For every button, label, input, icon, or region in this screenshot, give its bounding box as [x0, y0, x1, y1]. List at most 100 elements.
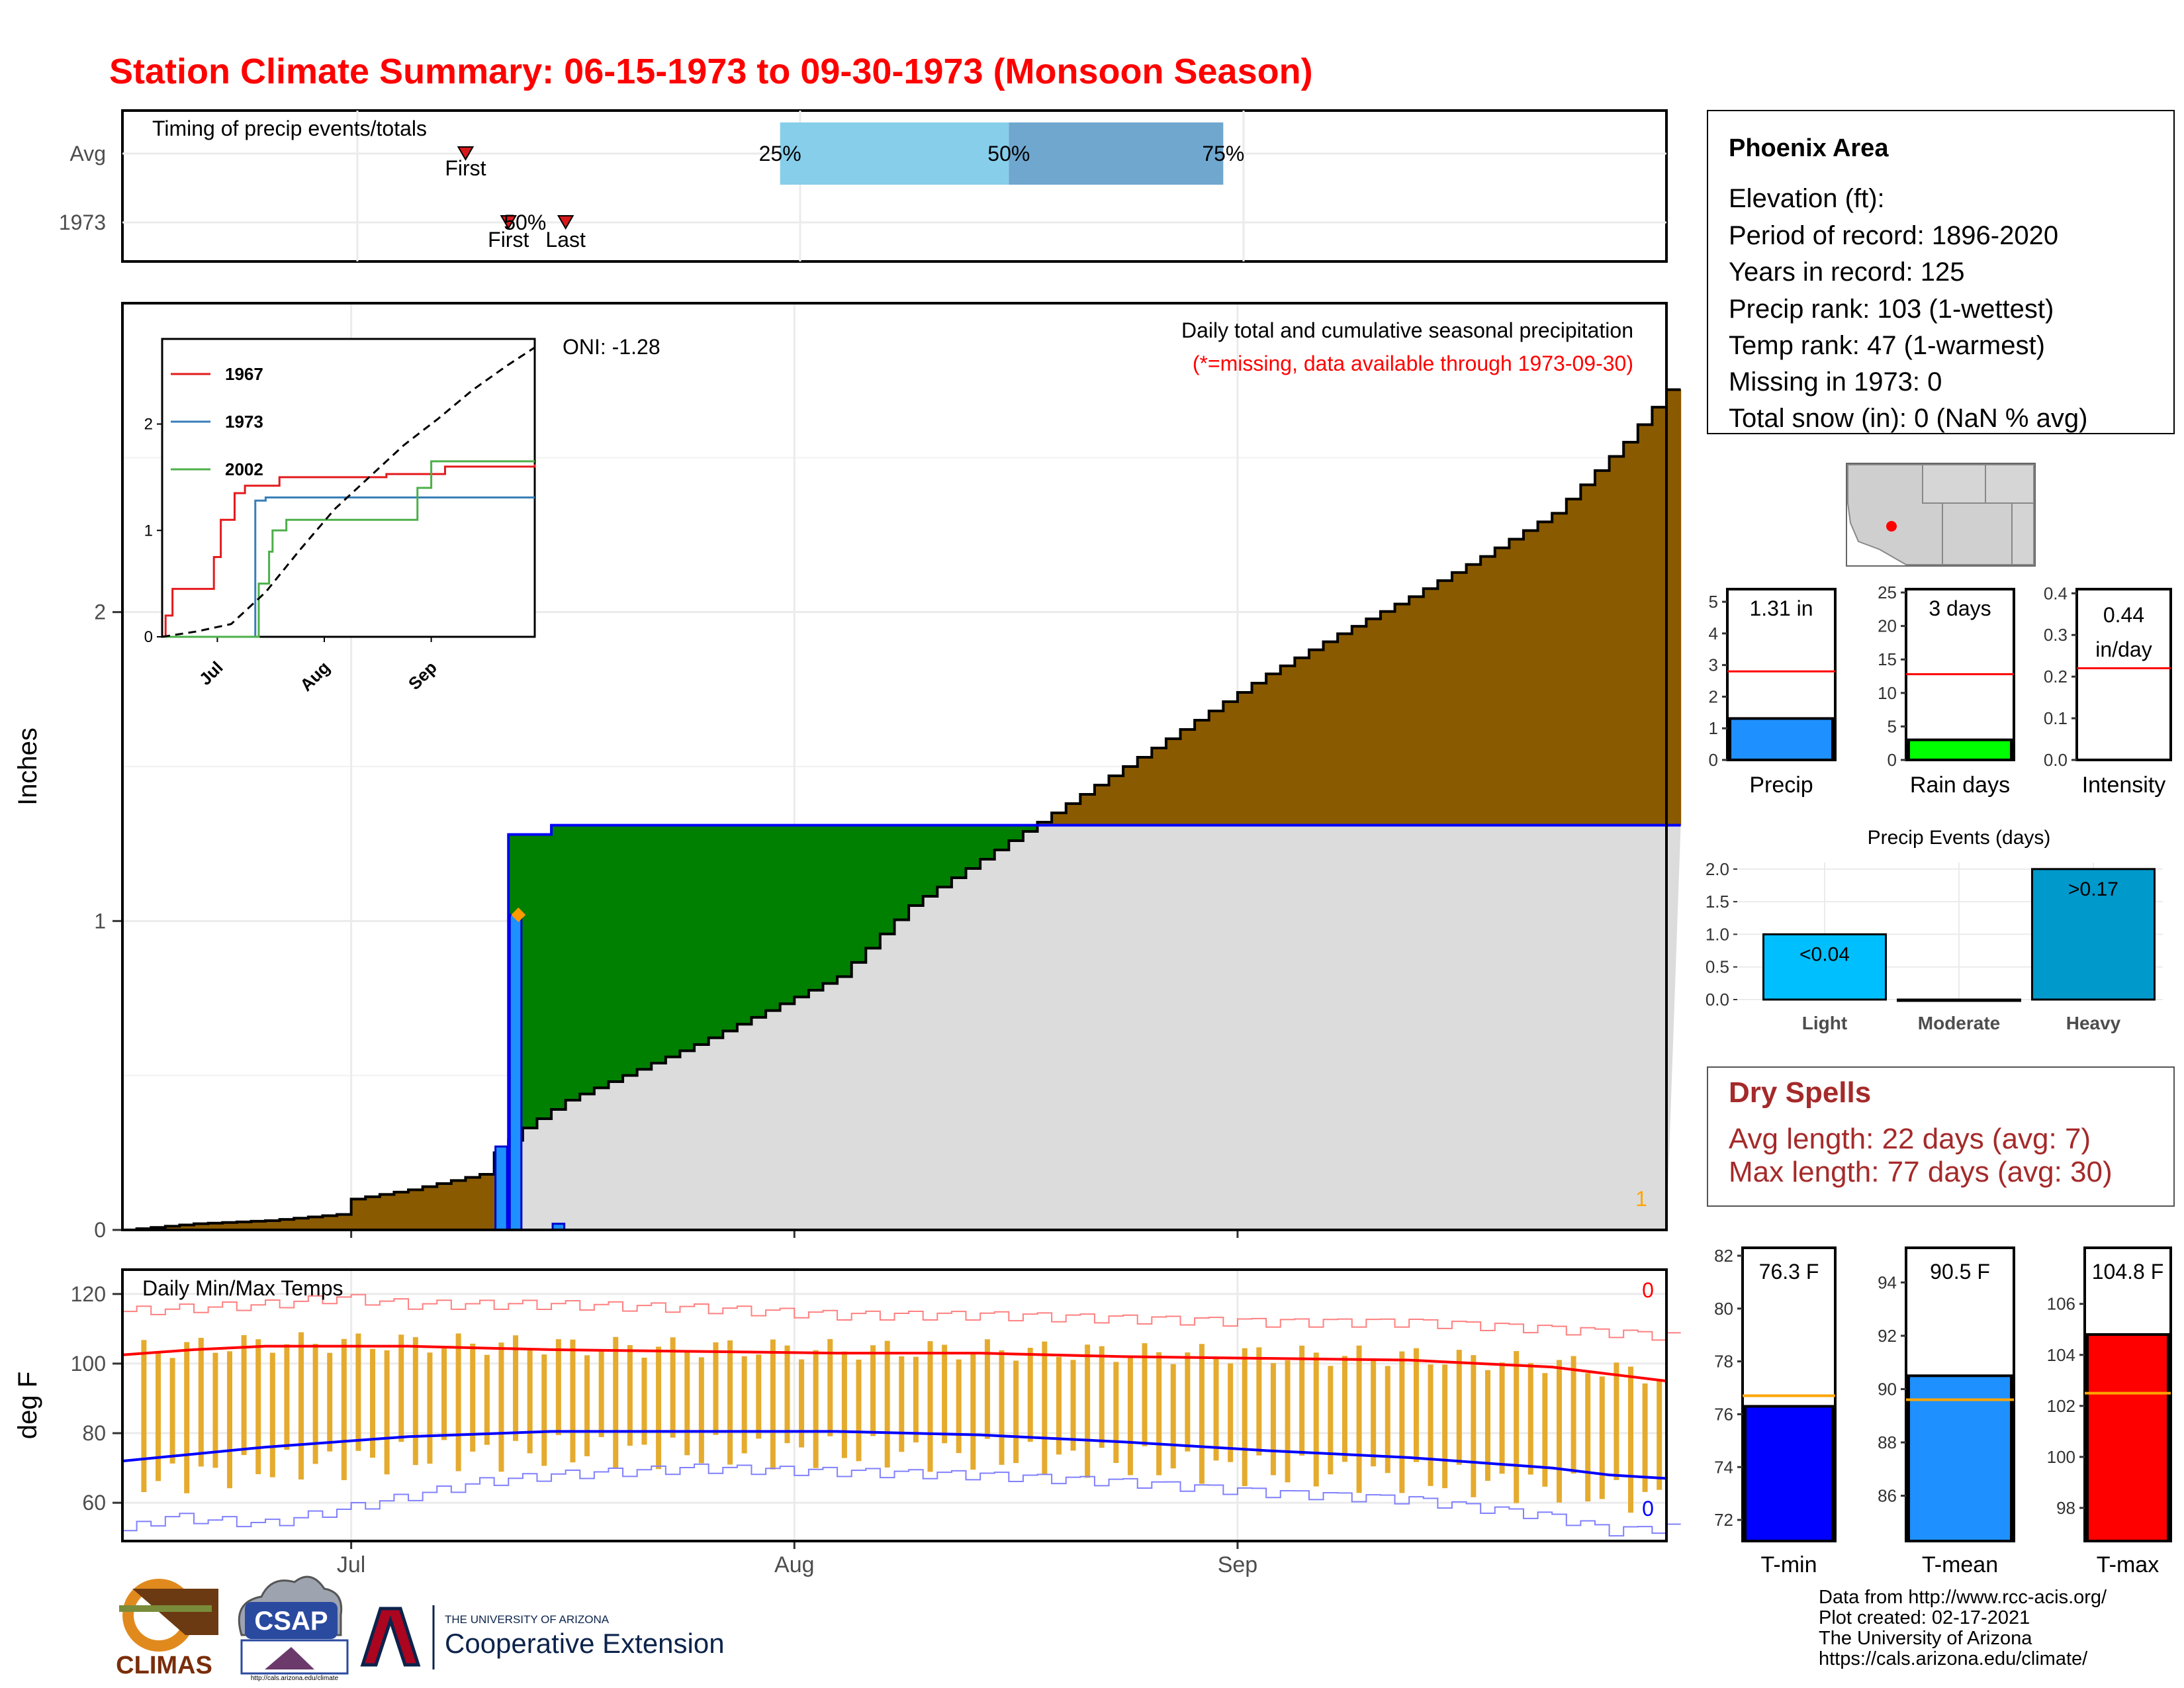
temp-daily-bar [412, 1337, 418, 1466]
temp-missing-max: 0 [1642, 1278, 1654, 1302]
temp-daily-bar [1442, 1364, 1448, 1489]
precip-surplus-step [723, 825, 738, 1031]
temp-daily-bar [1013, 1360, 1019, 1464]
temp-summary-y-tick: 98 [2056, 1498, 2075, 1518]
timing-label: Timing of precip events/totals [152, 117, 427, 140]
precip-deficit-step [1366, 618, 1381, 825]
temp-daily-bar [856, 1359, 862, 1462]
precip-surplus-step [751, 825, 766, 1017]
missing-count: 1 [1635, 1187, 1647, 1211]
events-y-tick: 1.5 [1706, 892, 1729, 912]
temp-daily-bar [1456, 1350, 1462, 1465]
temp-daily-bar [212, 1352, 218, 1468]
temp-y-tick: 80 [82, 1421, 106, 1445]
station-name: Phoenix Area [1729, 134, 1889, 162]
temp-daily-bar [156, 1352, 161, 1481]
precip-deficit-step [1351, 626, 1367, 825]
timing-pct-label: 75% [1202, 142, 1244, 165]
temp-daily-bar [255, 1339, 261, 1474]
temp-daily-bar [899, 1356, 905, 1452]
temp-daily-bar [1484, 1370, 1490, 1481]
temp-daily-bar [384, 1350, 390, 1475]
precip-deficit-step [265, 1221, 281, 1230]
precip-deficit-step [1195, 720, 1210, 825]
temp-daily-bar [455, 1333, 461, 1472]
precip-deficit-step [465, 1177, 480, 1230]
precip-deficit-step [279, 1219, 295, 1230]
temp-daily-bar [627, 1344, 633, 1446]
station-location-marker [1886, 521, 1897, 532]
inset-y-tick: 1 [144, 522, 153, 539]
temp-daily-bar [1471, 1355, 1477, 1497]
temp-daily-bar [1256, 1347, 1262, 1456]
timing-1973-first-label: First [488, 228, 529, 252]
temp-summary-y-tick: 86 [1878, 1486, 1897, 1506]
summary-y-tick: 10 [1878, 683, 1897, 703]
temp-daily-bar [770, 1339, 776, 1470]
temp-daily-bar [1099, 1346, 1105, 1448]
precip-surplus-step [537, 834, 552, 1119]
summary-y-tick: 1 [1709, 718, 1718, 738]
station-years: Years in record: 125 [1729, 258, 1965, 287]
summary-y-tick: 2 [1709, 686, 1718, 706]
temp-title: Daily Min/Max Temps [142, 1276, 343, 1300]
events-x-label: Moderate [1918, 1013, 2000, 1033]
temp-daily-bar [1070, 1360, 1076, 1451]
precip-deficit-step [1251, 683, 1267, 825]
precip-deficit-step [179, 1225, 195, 1230]
summary-y-tick: 25 [1878, 583, 1897, 602]
temp-summary-y-tick: 78 [1714, 1352, 1733, 1372]
summary-y-tick: 3 [1709, 655, 1718, 675]
temp-daily-bar [1514, 1351, 1520, 1503]
temp-daily-bar [813, 1350, 819, 1468]
temp-y-tick: 120 [71, 1282, 106, 1306]
precip-deficit-step [437, 1184, 452, 1230]
timing-1973-pct-label: 50% [504, 211, 546, 234]
page-title: Station Climate Summary: 06-15-1973 to 0… [109, 52, 1313, 91]
precip-deficit-step [1208, 711, 1224, 825]
precip-deficit-step [1652, 407, 1667, 825]
temp-daily-bar [484, 1354, 490, 1445]
precip-panel: 0 1 2 Jul Aug Sep Daily total and cumulative… [13, 302, 1682, 1577]
ua-small-text: THE UNIVERSITY OF ARIZONA [445, 1613, 610, 1626]
temp-daily-bar [713, 1342, 719, 1435]
csap-url: http://cals.arizona.edu/climate [251, 1675, 339, 1682]
temp-daily-bar [1313, 1352, 1319, 1487]
temp-daily-bar [341, 1338, 347, 1480]
summary-value-label: 3 days [1929, 596, 1991, 620]
precip-y-tick: 1 [94, 909, 106, 933]
precip-surplus-step [994, 825, 1009, 850]
timing-row-avg: Avg [69, 142, 106, 165]
precip-deficit-step [251, 1221, 266, 1230]
temp-panel: 60 80 100 120 Daily Min/Max Temps 0 0 deg F [13, 1268, 1681, 1549]
precip-deficit-step [1266, 674, 1281, 825]
events-title: Precip Events (days) [1868, 827, 2051, 849]
temp-daily-bar [1199, 1344, 1205, 1484]
temp-daily-bar [598, 1351, 604, 1437]
summary-y-tick: 5 [1709, 592, 1718, 612]
summary-y-tick: 0.3 [2044, 625, 2068, 645]
temp-summary-y-tick: 104 [2047, 1345, 2075, 1365]
precip-surplus-step [837, 825, 852, 977]
precip-deficit-step [194, 1223, 209, 1230]
precip-deficit-step [165, 1226, 181, 1230]
precip-deficit-step [208, 1223, 223, 1230]
temp-daily-bar [398, 1335, 404, 1442]
dry-spells-avg: Avg length: 22 days (avg: 7) [1729, 1123, 2091, 1155]
temp-daily-bar [1085, 1344, 1091, 1478]
temp-summary-y-tick: 76 [1714, 1404, 1733, 1424]
precip-surplus-step [851, 825, 866, 962]
temp-daily-bar [141, 1340, 147, 1493]
timing-1973-last-label: Last [545, 228, 586, 252]
temp-daily-bar [327, 1352, 333, 1452]
temp-daily-bar [584, 1355, 590, 1456]
temp-daily-bar [1642, 1383, 1648, 1492]
precip-surplus-step [909, 825, 924, 906]
temp-daily-bar [927, 1341, 933, 1472]
timing-band-50-75 [1009, 122, 1224, 185]
precip-surplus-step [966, 825, 981, 868]
temp-daily-bar [284, 1344, 290, 1450]
summary-y-tick: 0 [1709, 750, 1718, 770]
x-tick-label: Jul [337, 1552, 365, 1577]
timing-avg-first-marker [457, 146, 475, 161]
